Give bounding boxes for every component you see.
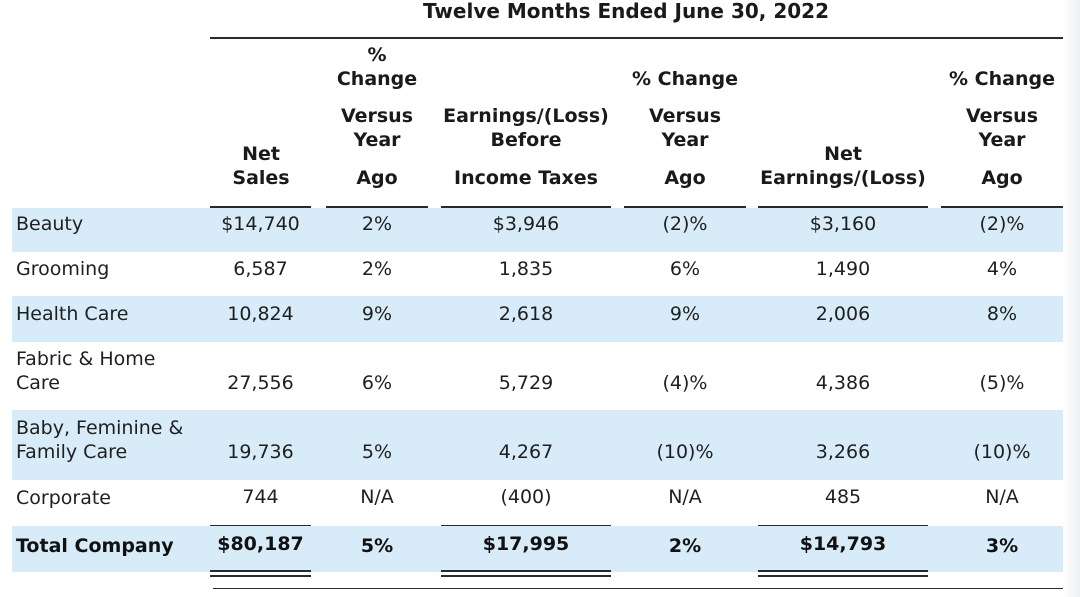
total-double-rule [210,570,311,577]
bottom-rule [213,588,1063,589]
header-net-sales: Net Sales [213,40,309,196]
change-earnings-cell: (5)% [979,372,1025,394]
total-net-sales: $80,187 [217,533,304,555]
subtotal-rule [210,525,311,526]
header-ebit: Earnings/(Loss) Before Income Taxes [441,40,611,196]
change-earnings-cell: 4% [986,258,1018,280]
change-sales-cell: 2% [361,258,393,280]
change-earnings-cell: (2)% [979,213,1025,235]
change-sales-cell: 2% [361,213,393,235]
table-row: Beauty $14,740 2% $3,946 (2)% $3,160 (2)… [12,208,1063,252]
header-line: % [367,44,387,66]
header-line: Ago [356,167,398,189]
ebit-cell: 1,835 [498,258,554,280]
net-sales-cell: 6,587 [233,258,288,280]
total-row: Total Company $80,187 5% $17,995 2% $14,… [12,526,1063,572]
header-underline [210,206,311,208]
net-earnings-cell: 2,006 [815,303,871,325]
total-net-earnings: $14,793 [799,533,887,555]
header-line: Year [353,129,401,151]
period-title: Twelve Months Ended June 30, 2022 [422,0,829,23]
net-earnings-cell: $3,160 [809,213,877,235]
page-edge-shadow [1062,0,1080,597]
header-line: Income Taxes [454,167,598,189]
header-net-earnings: Net Earnings/(Loss) [758,40,928,196]
change-sales-cell: 9% [361,303,393,325]
net-sales-cell: $14,740 [221,213,300,235]
segment-label: Fabric & Home Care [16,348,156,394]
header-line: Year [661,129,709,151]
header-line: % Change [949,68,1055,90]
table-row: Fabric & Home Care 27,556 6% 5,729 (4)% … [12,342,1063,410]
table-row: Health Care 10,824 9% 2,618 9% 2,006 8% [12,296,1063,342]
header-line: Change [336,68,418,90]
ebit-cell: 5,729 [498,372,554,394]
total-double-rule [441,570,611,577]
header-line: Earnings/(Loss) [760,167,926,189]
header-line: Versus [648,105,722,127]
change-sales-cell: 5% [361,441,393,463]
header-change-sales: % Change Versus Year Ago [326,40,428,196]
header-line: Earnings/(Loss) [443,105,609,127]
net-earnings-cell: 1,490 [815,258,871,280]
ebit-cell: 4,267 [498,441,554,463]
header-underline [624,206,746,208]
net-sales-cell: 10,824 [227,303,294,325]
total-change-ebit: 2% [668,535,702,557]
total-label: Total Company [16,535,174,557]
header-change-ebit: % Change Versus Year Ago [624,40,746,196]
ebit-cell: 2,618 [498,303,554,325]
header-underline [758,206,928,208]
total-double-rule [758,570,928,577]
header-top-rule [210,37,1063,39]
table-row: Corporate 744 N/A (400) N/A 485 N/A [12,480,1063,524]
change-ebit-cell: 6% [669,258,701,280]
table-row: Grooming 6,587 2% 1,835 6% 1,490 4% [12,252,1063,296]
change-earnings-cell: (10)% [973,441,1031,463]
header-underline [941,206,1063,208]
segment-label: Health Care [16,303,129,325]
change-sales-cell: 6% [361,372,393,394]
total-change-sales: 5% [360,535,394,557]
change-sales-cell: N/A [360,486,394,508]
header-line: Net [242,143,280,165]
total-change-earnings: 3% [985,535,1019,557]
change-ebit-cell: (10)% [656,441,714,463]
segment-label: Beauty [16,213,84,235]
change-ebit-cell: (4)% [662,372,708,394]
net-earnings-cell: 485 [824,486,862,508]
segment-label: Corporate [16,487,111,509]
header-change-earnings: % Change Versus Year Ago [941,40,1063,196]
ebit-cell: (400) [500,486,552,508]
header-line: Before [490,129,562,151]
header-line: Versus [340,105,414,127]
change-ebit-cell: 9% [669,303,701,325]
net-sales-cell: 744 [242,486,279,508]
change-ebit-cell: (2)% [662,213,708,235]
header-line: Versus [965,105,1039,127]
header-underline [326,206,428,208]
header-underline [441,206,611,208]
net-earnings-cell: 3,266 [815,441,871,463]
segment-label: Grooming [16,258,110,280]
header-line: Year [978,129,1026,151]
net-sales-cell: 27,556 [227,372,294,394]
subtotal-rule [441,525,611,526]
subtotal-rule [758,525,928,526]
header-line: % Change [632,68,738,90]
segment-label: Baby, Feminine & Family Care [16,417,184,463]
ebit-cell: $3,946 [492,213,560,235]
table-row: Baby, Feminine & Family Care 19,736 5% 4… [12,410,1063,480]
header-line: Sales [232,167,290,189]
net-sales-cell: 19,736 [227,441,294,463]
header-line: Ago [664,167,706,189]
net-earnings-cell: 4,386 [815,372,871,394]
header-line: Ago [981,167,1023,189]
change-ebit-cell: N/A [668,486,702,508]
change-earnings-cell: N/A [985,486,1019,508]
header-line: Net [824,143,862,165]
total-ebit: $17,995 [482,533,570,555]
change-earnings-cell: 8% [986,303,1018,325]
